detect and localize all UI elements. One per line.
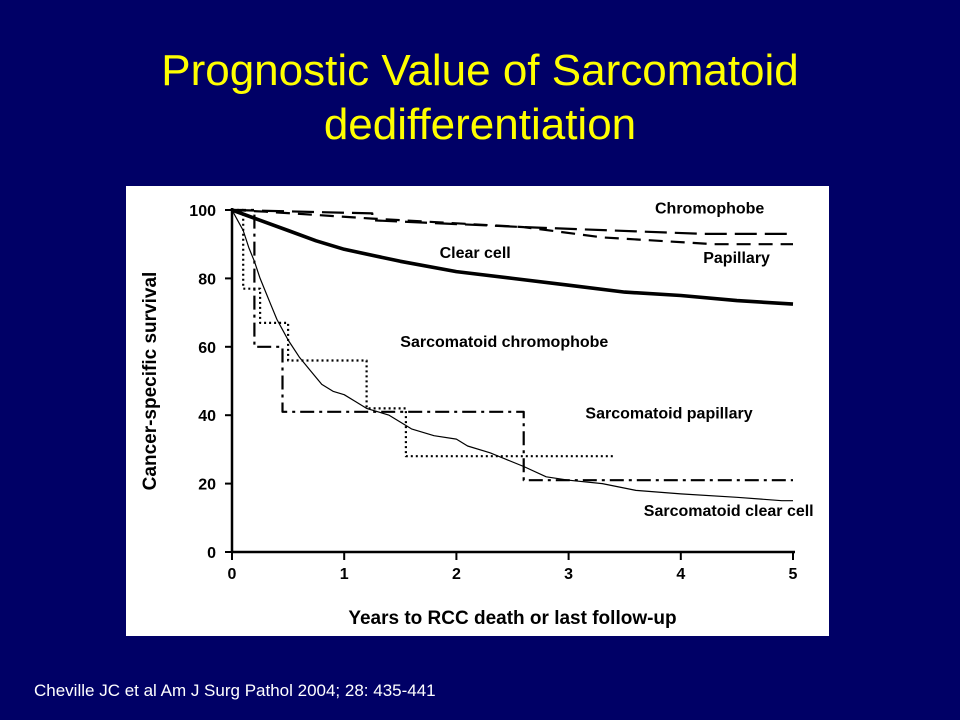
x-tick-label: 1 bbox=[340, 566, 349, 583]
series-label-papillary: Papillary bbox=[703, 250, 770, 267]
y-tick-label: 0 bbox=[207, 545, 216, 562]
y-axis-label: Cancer-specific survival bbox=[140, 272, 161, 491]
slide-title: Prognostic Value of Sarcomatoid dediffer… bbox=[0, 44, 960, 152]
series-label-sarcomatoid-chromophobe: Sarcomatoid chromophobe bbox=[400, 334, 608, 351]
series-label-chromophobe: Chromophobe bbox=[655, 200, 764, 217]
series-label-clear-cell: Clear cell bbox=[440, 245, 511, 262]
series-label-sarcomatoid-clear-cell: Sarcomatoid clear cell bbox=[644, 503, 814, 520]
slide-title-line-2: dedifferentiation bbox=[323, 100, 637, 149]
series-line-sarcomatoid-chromophobe bbox=[232, 208, 614, 458]
citation: Cheville JC et al Am J Surg Pathol 2004;… bbox=[34, 681, 436, 700]
x-tick-label: 2 bbox=[452, 566, 461, 583]
survival-chart: 0 20 40 60 80 100 0 1 2 3 4 5 Years to RCC death or … bbox=[140, 200, 814, 629]
y-tick-label: 80 bbox=[198, 271, 216, 288]
y-tick-label: 20 bbox=[198, 477, 216, 494]
series-line-clear-cell bbox=[231, 208, 794, 306]
y-tick-label: 40 bbox=[198, 408, 216, 425]
y-tick-label: 100 bbox=[189, 203, 216, 220]
series-label-sarcomatoid-papillary: Sarcomatoid papillary bbox=[585, 406, 752, 423]
x-tick-label: 4 bbox=[676, 566, 685, 583]
series-line-sarcomatoid-papillary bbox=[232, 208, 793, 482]
slide-title-line-1: Prognostic Value of Sarcomatoid bbox=[161, 46, 799, 95]
series-line-chromophobe bbox=[231, 208, 793, 235]
series-line-papillary bbox=[231, 208, 793, 246]
chart-panel: 0 20 40 60 80 100 0 1 2 3 4 5 Years to RCC death or … bbox=[126, 186, 829, 636]
x-tick-label: 0 bbox=[228, 566, 237, 583]
series-line-sarcomatoid-clear-cell bbox=[231, 209, 793, 502]
x-axis-label: Years to RCC death or last follow-up bbox=[348, 608, 676, 629]
x-tick-label: 5 bbox=[789, 566, 798, 583]
x-tick-label: 3 bbox=[564, 566, 573, 583]
y-tick-label: 60 bbox=[198, 340, 216, 357]
